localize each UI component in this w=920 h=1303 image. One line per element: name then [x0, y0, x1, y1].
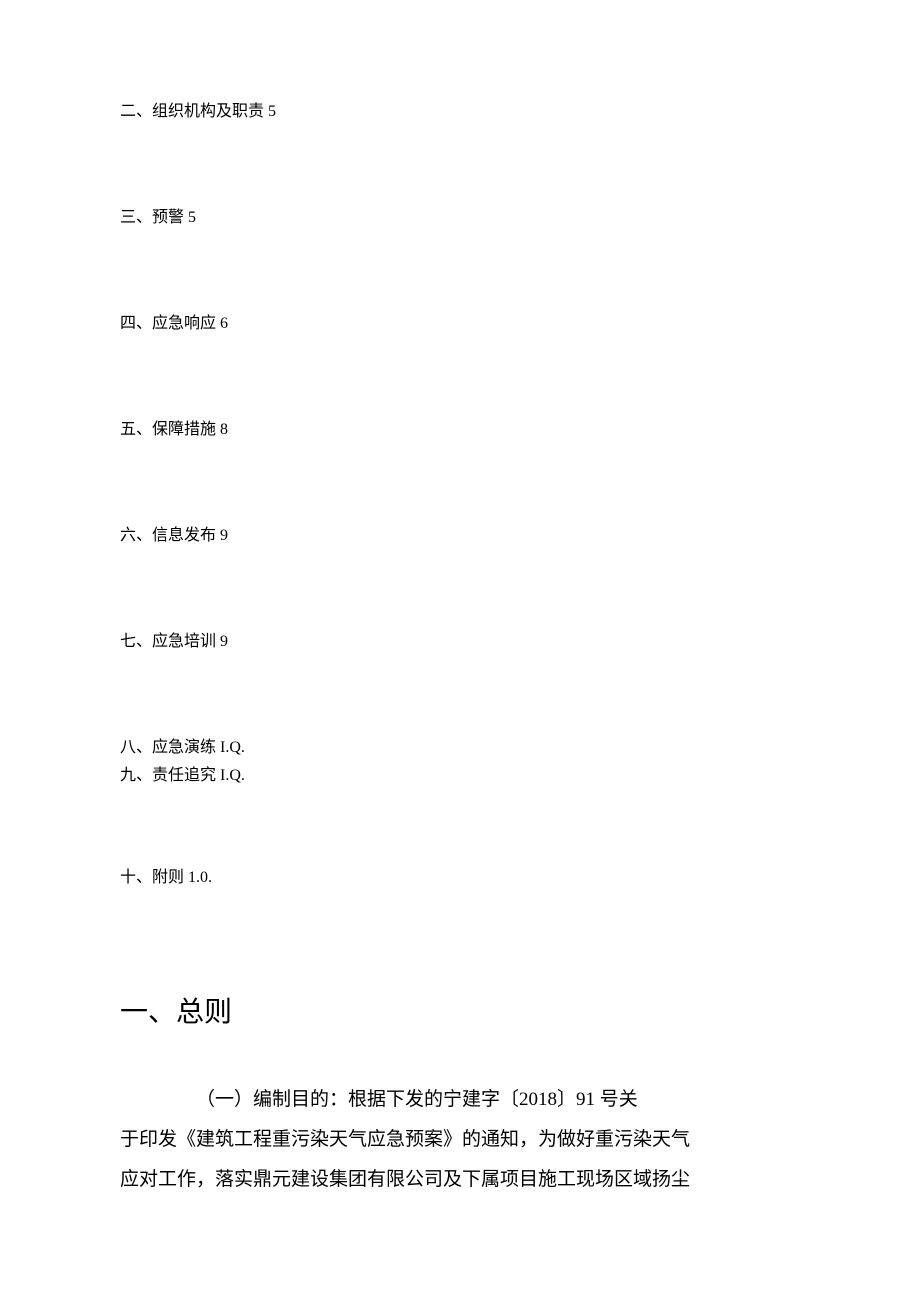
toc-item-6: 六、信息发布 9	[120, 524, 800, 548]
body-paragraph-line-3: 应对工作，落实鼎元建设集团有限公司及下属项目施工现场区域扬尘	[120, 1160, 800, 1200]
body-paragraph-line-1: （一）编制目的：根据下发的宁建字〔2018〕91 号关	[120, 1080, 800, 1120]
section-heading-1: 一、总则	[120, 990, 800, 1030]
toc-item-2: 二、组织机构及职责 5	[120, 100, 800, 124]
toc-item-5: 五、保障措施 8	[120, 418, 800, 442]
body-paragraph-line-2: 于印发《建筑工程重污染天气应急预案》的通知，为做好重污染天气	[120, 1120, 800, 1160]
toc-item-9: 九、责任追究 I.Q.	[120, 764, 800, 788]
toc-item-3: 三、预警 5	[120, 206, 800, 230]
toc-item-10: 十、附则 1.0.	[120, 866, 800, 890]
toc-item-4: 四、应急响应 6	[120, 312, 800, 336]
toc-item-7: 七、应急培训 9	[120, 630, 800, 654]
toc-item-8: 八、应急演练 I.Q.	[120, 736, 800, 760]
